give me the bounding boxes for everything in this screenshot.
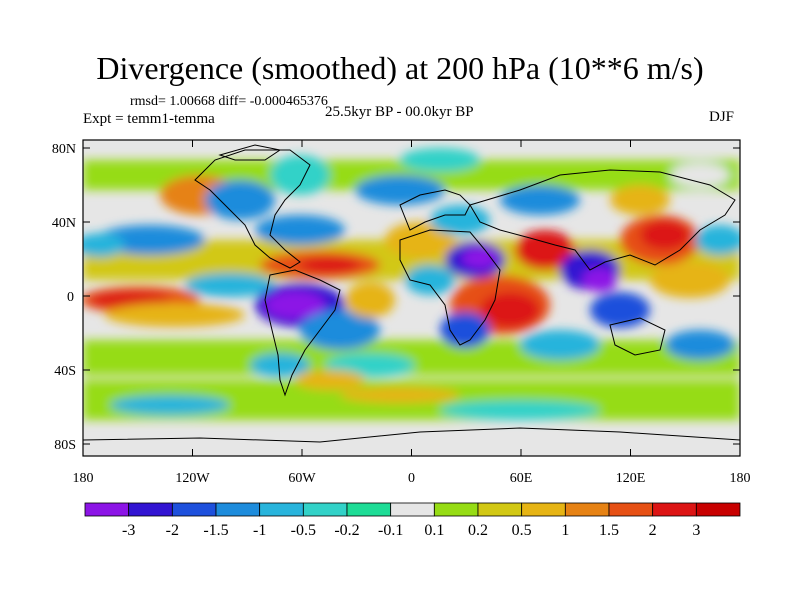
lat-label: 40N: [52, 216, 76, 231]
colorbar-label: -0.1: [378, 522, 403, 539]
lat-label: 40S: [54, 364, 76, 379]
colorbar-label: -1.5: [203, 522, 228, 539]
colorbar-label: 0.1: [424, 522, 444, 539]
colorbar-swatch: [128, 502, 173, 517]
colorbar-label: -1: [253, 522, 266, 539]
stats-text: rmsd= 1.00668 diff= -0.000465376: [130, 94, 328, 109]
colorbar-swatch: [171, 502, 217, 517]
lon-label: 180: [73, 471, 94, 486]
lon-label: 60W: [288, 471, 316, 486]
lon-label: 0: [408, 471, 415, 486]
lat-label: 80N: [52, 142, 76, 157]
colorbar-label: -0.2: [334, 522, 359, 539]
colorbar-label: 3: [692, 522, 700, 539]
experiment-label: Expt = temm1-temma: [83, 111, 215, 127]
colorbar-label: -2: [166, 522, 179, 539]
coastlines: [83, 144, 740, 443]
colorbar-swatch: [84, 502, 130, 517]
colorbar: -3 -2 -1.5 -1 -0.5 -0.2 -0.1 0.1 0.2 0.5 1 1.5 2 3: [84, 502, 741, 539]
lon-label: 120E: [616, 471, 646, 486]
colorbar-label: -3: [122, 522, 135, 539]
divergence-field: [83, 140, 740, 456]
lon-label: 120W: [175, 471, 210, 486]
colorbar-swatch: [564, 502, 610, 517]
colorbar-swatch: [215, 502, 261, 517]
colorbar-label: -0.5: [291, 522, 316, 539]
lon-labels: 180 120W 60W 0 60E 120E 180: [73, 471, 751, 486]
colorbar-label: 0.5: [512, 522, 532, 539]
colorbar-label: 2: [649, 522, 657, 539]
colorbar-label: 1.5: [599, 522, 619, 539]
season-label: DJF: [709, 109, 735, 125]
colorbar-swatch: [390, 502, 435, 517]
lat-labels: 80N 40N 0 40S 80S: [52, 142, 76, 453]
plot-title: Divergence (smoothed) at 200 hPa (10**6 …: [96, 50, 704, 86]
colorbar-swatch: [477, 502, 523, 517]
colorbar-swatch: [346, 502, 392, 517]
axis-ticks: [82, 140, 741, 456]
colorbar-label: 1: [561, 522, 569, 539]
colorbar-swatch: [695, 502, 741, 517]
colorbar-swatch: [302, 502, 348, 517]
colorbar-swatch: [652, 502, 697, 517]
colorbar-swatch: [433, 502, 479, 517]
lat-label: 80S: [54, 438, 76, 453]
colorbar-label: 0.2: [468, 522, 488, 539]
lat-label: 0: [67, 290, 74, 305]
lon-label: 180: [730, 471, 751, 486]
colorbar-swatch: [608, 502, 654, 517]
period-label: 25.5kyr BP - 00.0kyr BP: [325, 104, 474, 120]
colorbar-swatch: [521, 502, 566, 517]
colorbar-swatch: [259, 502, 304, 517]
lon-label: 60E: [510, 471, 533, 486]
